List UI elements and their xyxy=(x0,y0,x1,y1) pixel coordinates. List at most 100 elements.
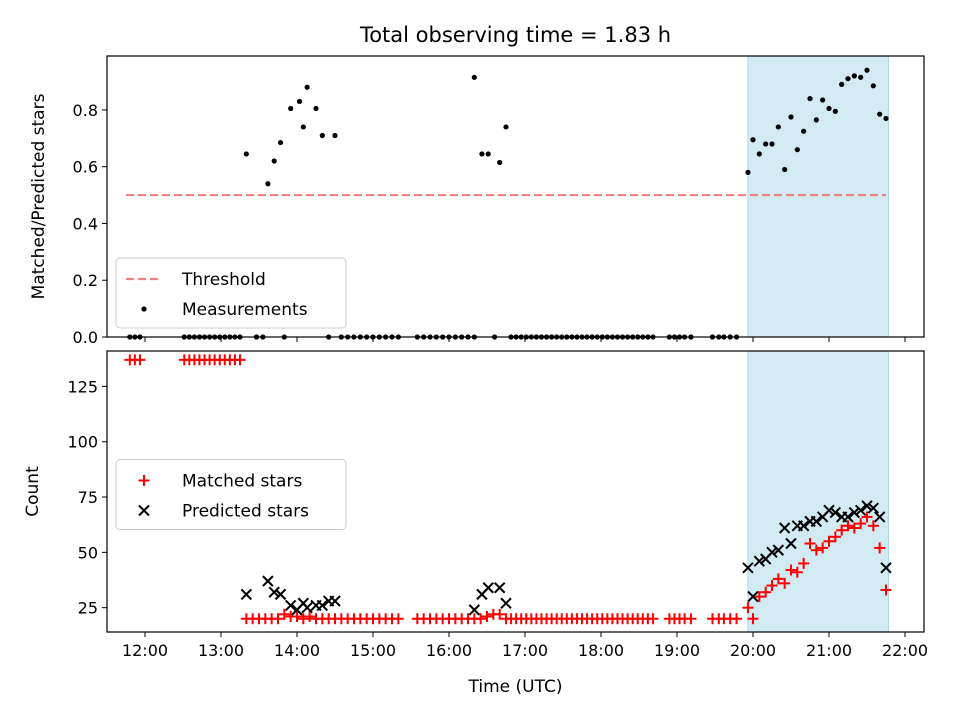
x-tick-label: 17:00 xyxy=(502,641,548,660)
legend: Threshold Measurements xyxy=(115,257,347,329)
data-point xyxy=(479,151,485,157)
data-point xyxy=(807,95,813,102)
data-point xyxy=(756,151,762,157)
matched-point xyxy=(685,613,697,625)
matched-point xyxy=(880,584,892,596)
axes-frame xyxy=(106,55,925,338)
matched-point xyxy=(291,611,303,623)
data-point xyxy=(864,67,870,73)
matched-point xyxy=(810,544,822,556)
matched-point xyxy=(742,602,754,614)
data-point xyxy=(775,124,781,130)
highlight-span xyxy=(747,350,890,633)
data-point xyxy=(485,151,491,157)
predicted-point xyxy=(493,582,506,594)
data-point xyxy=(763,141,769,147)
predicted-point xyxy=(301,601,313,614)
predicted-point xyxy=(742,562,754,574)
legend: Matched stars Predicted stars xyxy=(115,459,347,530)
x-tick-label: 16:00 xyxy=(426,641,472,660)
y-tick-label: 0.8 xyxy=(73,101,98,120)
x-tick-label: 14:00 xyxy=(274,641,320,660)
matched-point xyxy=(647,613,659,625)
predicted-point xyxy=(329,595,341,607)
data-point xyxy=(832,108,838,114)
matched-point xyxy=(481,611,493,623)
matched-point xyxy=(791,566,803,578)
predicted-point xyxy=(873,511,886,523)
y-tick-label: 0.6 xyxy=(73,158,98,177)
data-point xyxy=(319,132,325,139)
data-point xyxy=(845,76,851,82)
matched-point xyxy=(475,613,487,625)
x-tick-label: 20:00 xyxy=(730,641,776,660)
matched-point xyxy=(836,524,848,536)
matched-point xyxy=(272,613,284,625)
legend-box xyxy=(115,257,347,329)
matched-point xyxy=(731,613,743,625)
data-point xyxy=(788,114,794,120)
matched-point xyxy=(772,573,784,585)
matched-point xyxy=(855,518,867,530)
y-tick-label: 100 xyxy=(67,433,98,452)
data-point xyxy=(813,117,819,123)
predicted-point xyxy=(880,562,892,574)
predicted-point xyxy=(240,588,253,601)
legend-label: Matched stars xyxy=(182,472,302,492)
data-point xyxy=(877,111,883,117)
legend-swatch xyxy=(141,306,147,312)
y-tick-label: 25 xyxy=(78,599,98,618)
matched-point xyxy=(753,591,765,603)
chart-title: Total observing time = 1.83 h xyxy=(359,23,671,47)
predicted-point xyxy=(848,506,861,519)
x-tick-label: 18:00 xyxy=(578,641,624,660)
x-tick-label: 19:00 xyxy=(654,641,700,660)
data-point xyxy=(870,83,876,89)
predicted-point xyxy=(482,582,494,594)
matched-point xyxy=(842,520,854,532)
data-point xyxy=(851,73,857,79)
matched-point xyxy=(867,520,879,532)
matched-point xyxy=(798,557,810,569)
predicted-point xyxy=(316,599,329,612)
predicted-point xyxy=(284,599,297,612)
matched-point xyxy=(278,608,290,620)
y-tick-label: 0.2 xyxy=(73,271,98,290)
matched-point xyxy=(766,580,778,592)
matched-point xyxy=(134,354,146,366)
predicted-point xyxy=(829,506,842,519)
data-point xyxy=(820,97,826,103)
data-point xyxy=(288,105,294,112)
predicted-point xyxy=(854,504,867,517)
matched-point xyxy=(861,511,873,523)
x-tick-label: 13:00 xyxy=(198,641,244,660)
y-axis-label: Matched/Predicted stars xyxy=(29,93,49,299)
y-tick-label: 0.0 xyxy=(73,328,98,347)
y-axis-label: Count xyxy=(23,466,43,517)
legend-swatch xyxy=(138,475,150,486)
predicted-point xyxy=(842,511,854,523)
matched-point xyxy=(304,611,316,623)
data-point xyxy=(745,169,751,175)
predicted-point xyxy=(747,590,759,603)
legend-box xyxy=(115,459,347,530)
data-point xyxy=(794,147,800,153)
data-point xyxy=(332,132,338,139)
data-point xyxy=(300,124,306,130)
matched-point xyxy=(785,564,797,576)
predicted-point xyxy=(753,555,766,567)
matched-point xyxy=(747,613,759,625)
legend-swatch xyxy=(138,504,150,517)
data-point xyxy=(801,128,807,134)
matched-point xyxy=(829,531,841,543)
matched-point xyxy=(804,537,816,549)
predicted-point xyxy=(785,537,797,550)
predicted-point xyxy=(766,546,778,559)
legend-label: Measurements xyxy=(182,300,308,320)
data-point xyxy=(883,115,889,122)
matched-point xyxy=(823,535,835,547)
predicted-point xyxy=(772,544,785,556)
predicted-point xyxy=(867,502,880,514)
